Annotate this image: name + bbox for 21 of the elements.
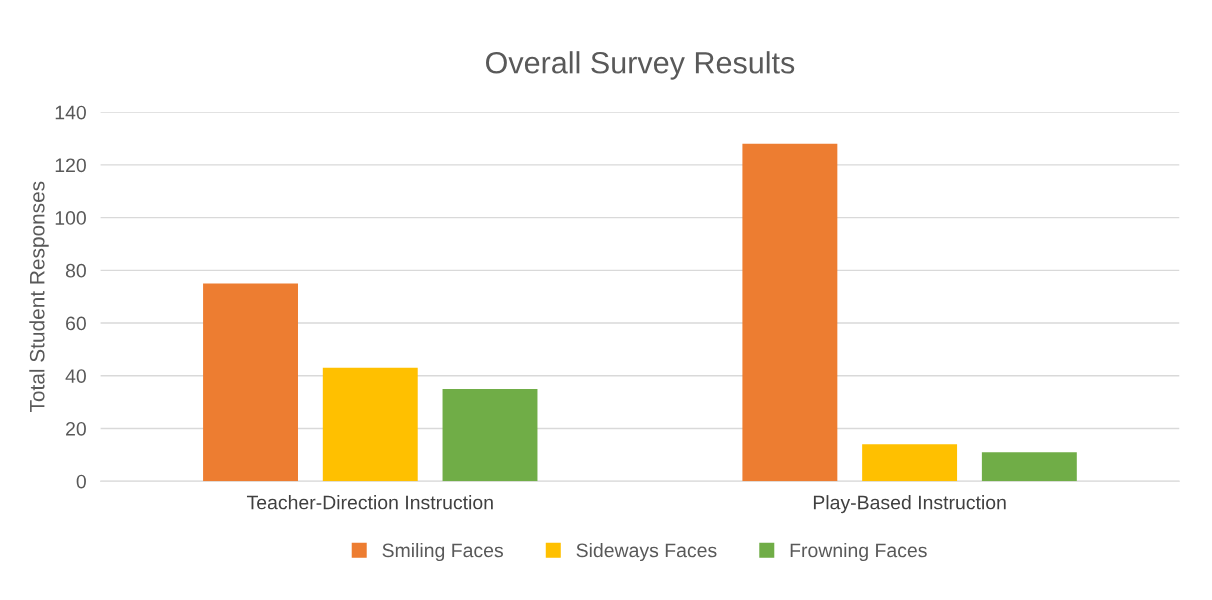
bar bbox=[981, 452, 1077, 482]
y-tick-label: 60 bbox=[66, 316, 86, 331]
y-tick-label: 40 bbox=[65, 369, 86, 384]
y-axis-title: Total Student Responses bbox=[29, 181, 49, 413]
legend-label: Frowning Faces bbox=[790, 542, 927, 562]
bar bbox=[442, 388, 538, 482]
legend-label: Sideways Faces bbox=[576, 542, 717, 562]
bar bbox=[862, 444, 958, 482]
x-tick-label: Teacher-Direction Instruction bbox=[246, 495, 493, 510]
y-tick-label: 80 bbox=[65, 263, 86, 278]
y-tick-label: 0 bbox=[76, 474, 86, 489]
x-tick-label: Play-Based Instruction bbox=[813, 495, 1006, 514]
bar bbox=[742, 143, 838, 482]
y-tick-label: 100 bbox=[55, 211, 86, 225]
chart-title: Overall Survey Results bbox=[486, 51, 795, 80]
bar bbox=[322, 367, 418, 482]
y-tick-label: 20 bbox=[66, 421, 86, 436]
bar bbox=[203, 283, 298, 482]
y-tick-label: 120 bbox=[55, 158, 86, 173]
y-tick-label: 140 bbox=[55, 105, 86, 120]
legend-label: Smiling Faces bbox=[382, 542, 503, 562]
